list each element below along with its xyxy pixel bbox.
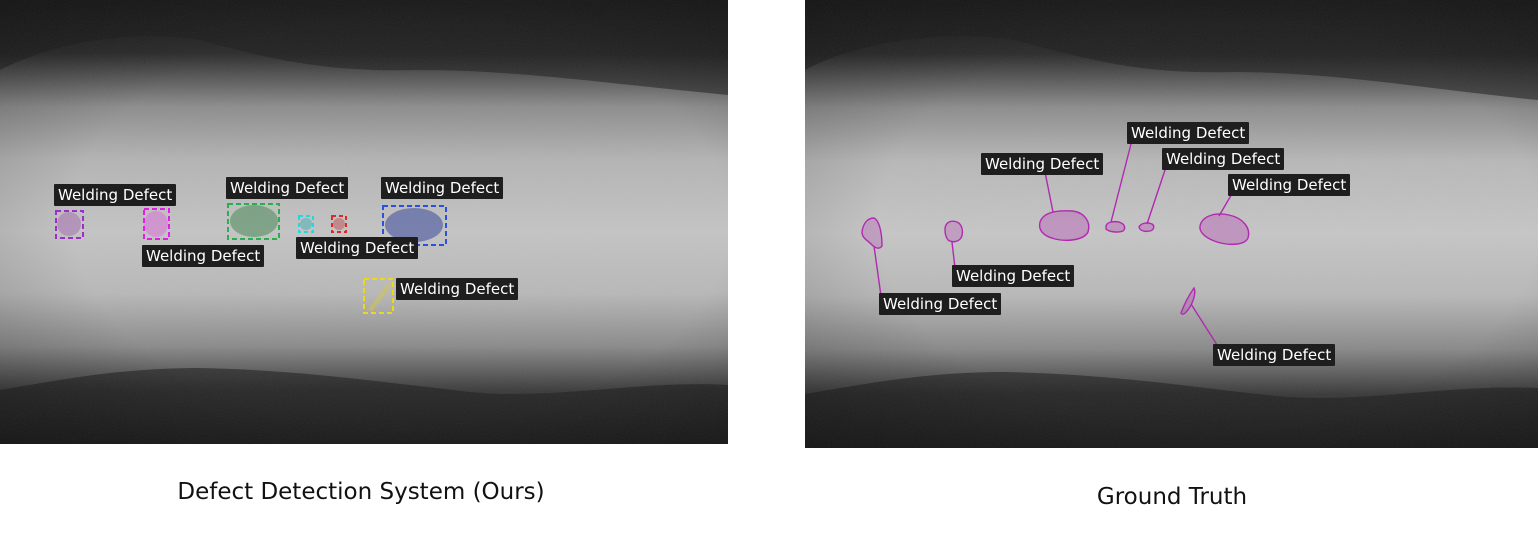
gt-label-5: Welding Defect xyxy=(1162,148,1285,170)
detection-label-6: Welding Defect xyxy=(381,177,504,199)
gt-leader-4 xyxy=(1110,139,1133,223)
detection-box-5 xyxy=(331,215,347,233)
detection-box-7 xyxy=(363,278,394,314)
gt-label-3: Welding Defect xyxy=(981,153,1104,175)
detection-label-1: Welding Defect xyxy=(54,184,177,206)
gt-polygon-6 xyxy=(1199,213,1250,246)
gt-polygon-2 xyxy=(944,220,964,243)
gt-polygon-1 xyxy=(861,217,883,249)
gt-polygon-7 xyxy=(1180,286,1196,315)
gt-label-1: Welding Defect xyxy=(879,293,1002,315)
gt-leader-1 xyxy=(873,245,882,297)
detection-label-3: Welding Defect xyxy=(226,177,349,199)
detection-box-4 xyxy=(298,215,314,233)
gt-leader-5 xyxy=(1146,166,1167,225)
xray-weld-image-ground-truth xyxy=(805,0,1538,448)
gt-leader-2 xyxy=(951,241,956,269)
detection-box-1 xyxy=(55,210,84,239)
gt-polygon-3 xyxy=(1038,210,1090,241)
ground-truth-image-panel: Welding Defect Welding Defect Welding De… xyxy=(805,0,1538,448)
detection-box-3 xyxy=(227,203,280,240)
xray-weld-image-detections xyxy=(0,0,728,444)
gt-polygon-4 xyxy=(1105,220,1126,233)
gt-label-4: Welding Defect xyxy=(1127,122,1250,144)
detection-label-4: Welding Defect xyxy=(296,237,419,259)
gt-label-7: Welding Defect xyxy=(1213,344,1336,366)
ground-truth-caption: Ground Truth xyxy=(1096,484,1248,510)
detection-label-7: Welding Defect xyxy=(396,278,519,300)
gt-polygon-5 xyxy=(1138,222,1155,233)
detection-label-2: Welding Defect xyxy=(142,245,265,267)
gt-leader-7 xyxy=(1190,303,1220,349)
detection-box-2 xyxy=(143,208,170,240)
gt-leader-6 xyxy=(1218,191,1234,217)
gt-leader-3 xyxy=(1044,171,1054,213)
detection-image-panel: Welding Defect Welding Defect Welding De… xyxy=(0,0,728,444)
detection-box-6 xyxy=(382,205,447,246)
detection-caption: Defect Detection System (Ours) xyxy=(177,479,545,505)
gt-label-6: Welding Defect xyxy=(1228,174,1351,196)
gt-label-2: Welding Defect xyxy=(952,265,1075,287)
